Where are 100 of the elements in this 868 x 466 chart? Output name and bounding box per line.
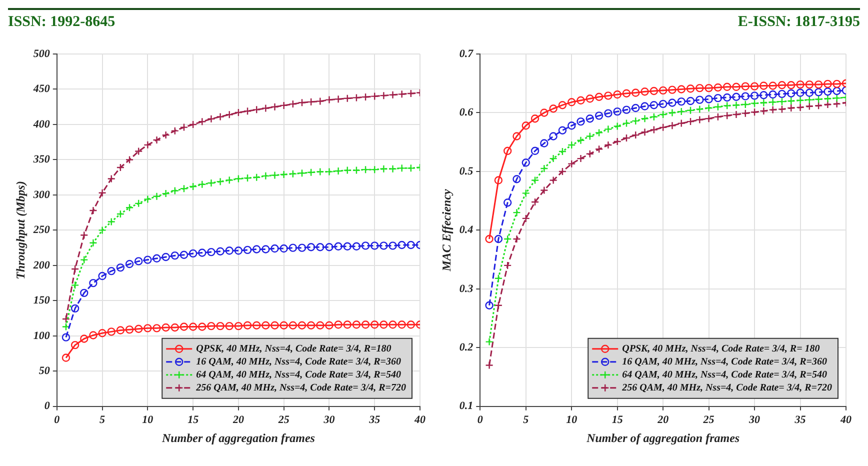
y-axis-title: Throughput (Mbps) (13, 181, 28, 280)
y-tick-label: 450 (32, 83, 50, 96)
point (594, 128, 604, 137)
point (832, 80, 841, 88)
point (406, 240, 416, 250)
point (306, 98, 316, 106)
point (98, 188, 106, 197)
point (89, 238, 98, 247)
point (388, 242, 397, 250)
point (494, 176, 503, 184)
point (280, 244, 288, 253)
x-tick-label: 25 (277, 414, 290, 426)
y-tick-label: 100 (33, 330, 50, 342)
point (262, 321, 270, 330)
point (586, 94, 594, 103)
point (760, 82, 768, 90)
point (549, 104, 558, 113)
point (485, 338, 494, 346)
point (768, 90, 777, 99)
point (188, 249, 198, 258)
point (696, 84, 704, 92)
point (741, 109, 750, 118)
point (503, 261, 512, 270)
point (824, 80, 832, 88)
point (252, 245, 261, 254)
x-tick-label: 10 (566, 414, 578, 426)
point (144, 140, 152, 150)
point (343, 242, 352, 251)
point (540, 186, 548, 194)
point (262, 104, 270, 112)
point (188, 322, 198, 331)
point (406, 89, 416, 98)
point (778, 81, 786, 90)
point (640, 102, 649, 110)
point (704, 95, 713, 104)
point (234, 174, 243, 183)
point (640, 128, 649, 136)
point (558, 147, 567, 156)
point (494, 274, 503, 282)
point (216, 112, 224, 121)
point (640, 87, 649, 96)
point (576, 96, 585, 104)
point (594, 92, 604, 101)
point (198, 118, 206, 126)
point (316, 168, 324, 176)
point (714, 83, 722, 92)
point (80, 334, 88, 343)
point (62, 354, 70, 362)
point (180, 322, 188, 331)
point (576, 154, 585, 163)
point (805, 96, 814, 104)
point (787, 89, 796, 98)
point (622, 119, 631, 128)
x-tick-label: 20 (656, 414, 670, 426)
x-tick-label: 35 (794, 414, 806, 426)
x-tick-label: 15 (612, 414, 624, 426)
legend-label: 64 QAM, 40 MHz, Nss=4, Code Rate= 3/4, R=540 (622, 369, 828, 380)
point (243, 246, 252, 254)
point (613, 107, 622, 116)
legend-label: 64 QAM, 40 MHz, Nss=4, Code Rate= 3/4, R=540 (196, 369, 402, 380)
point (512, 132, 521, 140)
point (732, 110, 740, 119)
point (170, 186, 180, 195)
point (540, 139, 548, 148)
point (380, 91, 388, 100)
x-tick-label: 0 (477, 414, 484, 426)
point (380, 164, 388, 173)
y-tick-label: 300 (32, 188, 50, 201)
point (370, 165, 379, 174)
point (778, 105, 786, 114)
point (116, 326, 125, 334)
point (604, 140, 612, 150)
point (134, 199, 143, 208)
y-tick-label: 150 (33, 294, 50, 307)
point (134, 324, 143, 333)
point (370, 320, 379, 329)
point (225, 246, 234, 255)
point (125, 204, 134, 212)
x-tick-label: 40 (840, 414, 852, 426)
point (658, 110, 668, 119)
point (586, 132, 594, 140)
y-tick-label: 0 (44, 400, 50, 412)
point (814, 95, 823, 104)
point (125, 260, 134, 268)
point (668, 86, 676, 94)
point (512, 208, 521, 217)
point (650, 101, 658, 110)
point (144, 195, 152, 204)
point (343, 320, 352, 329)
point (494, 301, 503, 310)
point (198, 180, 206, 188)
point (568, 98, 576, 106)
point (677, 97, 686, 106)
point (325, 96, 334, 104)
point (152, 192, 161, 200)
x-tick-label: 40 (414, 414, 426, 426)
point (288, 321, 298, 330)
point (207, 178, 216, 188)
point (298, 244, 306, 252)
point (714, 94, 722, 102)
